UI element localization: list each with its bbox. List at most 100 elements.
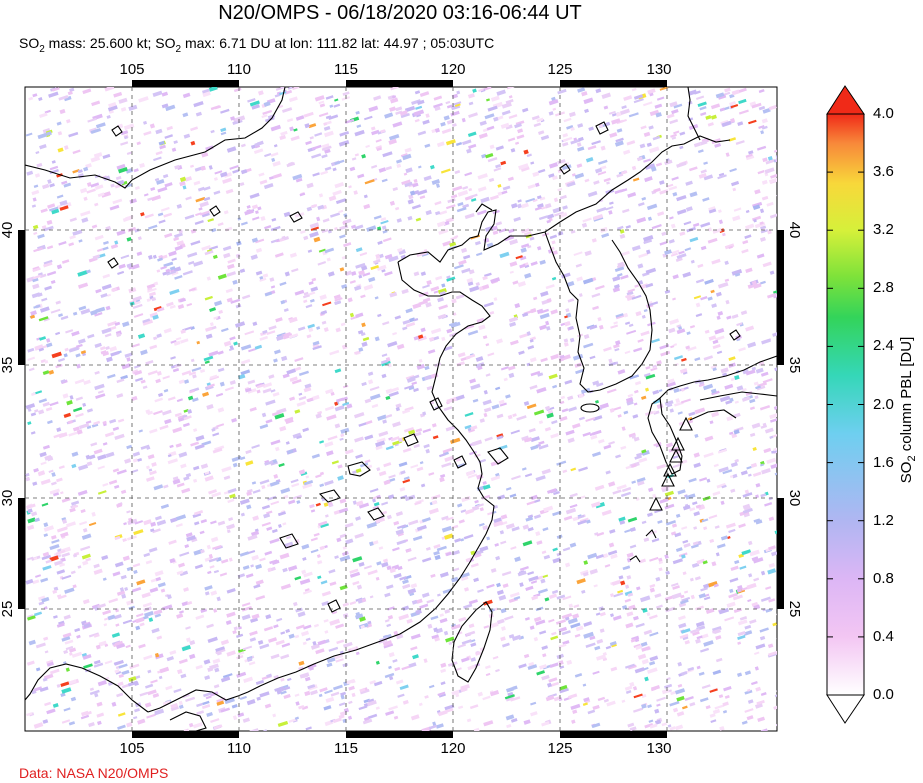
so2-pixel: [60, 315, 69, 321]
so2-pixel: [149, 312, 158, 318]
so2-pixel: [694, 357, 701, 362]
so2-pixel: [332, 167, 337, 172]
so2-pixel: [747, 150, 754, 155]
so2-pixel: [649, 655, 659, 662]
so2-pixel: [352, 580, 360, 586]
so2-pixel: [412, 535, 423, 542]
so2-pixel: [696, 558, 706, 565]
so2-pixel: [612, 275, 621, 282]
so2-pixel: [313, 532, 320, 537]
so2-pixel: [53, 560, 63, 566]
so2-pixel: [143, 120, 148, 125]
so2-pixel: [330, 391, 335, 396]
so2-pixel: [652, 135, 661, 141]
so2-pixel: [139, 622, 145, 627]
so2-pixel: [219, 572, 228, 577]
so2-pixel: [46, 245, 54, 250]
so2-pixel: [231, 417, 237, 423]
so2-pixel: [162, 700, 171, 706]
so2-pixel: [521, 435, 530, 441]
so2-pixel: [72, 311, 78, 316]
so2-pixel: [492, 230, 499, 236]
so2-pixel: [530, 370, 541, 377]
so2-pixel: [672, 585, 680, 590]
so2-pixel: [751, 366, 757, 371]
so2-pixel: [179, 176, 187, 183]
so2-pixel: [685, 180, 693, 186]
so2-pixel: [57, 147, 64, 153]
so2-pixel: [445, 139, 456, 146]
so2-pixel: [323, 122, 328, 126]
so2-pixel: [87, 333, 95, 339]
so2-pixel: [725, 522, 736, 529]
so2-pixel: [93, 568, 103, 575]
so2-pixel: [268, 637, 278, 643]
so2-pixel: [536, 195, 542, 200]
so2-pixel: [80, 210, 91, 217]
so2-pixel: [40, 306, 50, 313]
so2-pixel: [388, 675, 394, 681]
so2-pixel: [251, 613, 260, 620]
so2-pixel: [193, 180, 201, 186]
so2-pixel: [85, 710, 92, 716]
so2-pixel: [488, 177, 495, 183]
lon-label-bottom: 105: [119, 740, 144, 757]
so2-pixel: [217, 273, 227, 280]
so2-pixel: [113, 613, 122, 620]
so2-pixel: [93, 662, 104, 668]
so2-pixel: [208, 165, 213, 170]
so2-pixel: [177, 414, 187, 420]
so2-pixel: [640, 283, 649, 289]
triangle-icon: [663, 462, 677, 477]
so2-pixel: [562, 469, 568, 474]
so2-pixel: [394, 315, 402, 320]
so2-pixel: [156, 519, 167, 526]
so2-pixel: [735, 140, 745, 145]
so2-pixel: [310, 643, 320, 650]
so2-pixel: [61, 552, 71, 558]
so2-pixel: [147, 370, 158, 376]
so2-pixel: [661, 722, 667, 727]
so2-pixel: [486, 98, 491, 102]
so2-pixel: [344, 522, 354, 529]
so2-pixel: [507, 137, 516, 142]
lon-label-top: 125: [547, 61, 572, 78]
so2-pixel: [744, 670, 752, 676]
so2-pixel: [425, 209, 432, 216]
so2-pixel: [665, 520, 677, 526]
so2-pixel: [411, 204, 421, 210]
so2-pixel: [301, 543, 310, 550]
so2-pixel: [58, 465, 65, 470]
so2-pixel: [592, 704, 600, 711]
so2-pixel: [694, 576, 701, 581]
so2-pixel: [751, 681, 758, 686]
so2-pixel: [389, 106, 397, 112]
so2-pixel: [762, 378, 773, 384]
so2-pixel: [188, 260, 195, 265]
so2-pixel: [697, 149, 704, 154]
so2-pixel: [312, 394, 320, 401]
so2-pixel: [288, 316, 298, 324]
so2-pixel: [382, 151, 393, 158]
so2-pixel: [576, 276, 583, 282]
so2-pixel: [694, 433, 699, 438]
so2-pixel: [552, 107, 557, 111]
so2-pixel: [496, 582, 501, 588]
so2-pixel: [363, 698, 371, 704]
so2-pixel: [211, 427, 216, 432]
so2-pixel: [500, 160, 507, 166]
so2-pixel: [450, 321, 461, 329]
so2-pixel: [294, 634, 300, 639]
so2-pixel: [270, 439, 281, 446]
so2-pixel: [475, 356, 484, 362]
so2-pixel: [433, 290, 439, 294]
so2-pixel: [120, 254, 130, 260]
so2-pixel: [63, 182, 72, 188]
so2-pixel: [500, 122, 510, 129]
so2-pixel: [294, 716, 300, 720]
so2-pixel: [178, 700, 183, 706]
so2-pixel: [485, 373, 491, 377]
so2-pixel: [528, 575, 539, 582]
so2-pixel: [294, 693, 300, 697]
so2-pixel: [724, 383, 734, 390]
